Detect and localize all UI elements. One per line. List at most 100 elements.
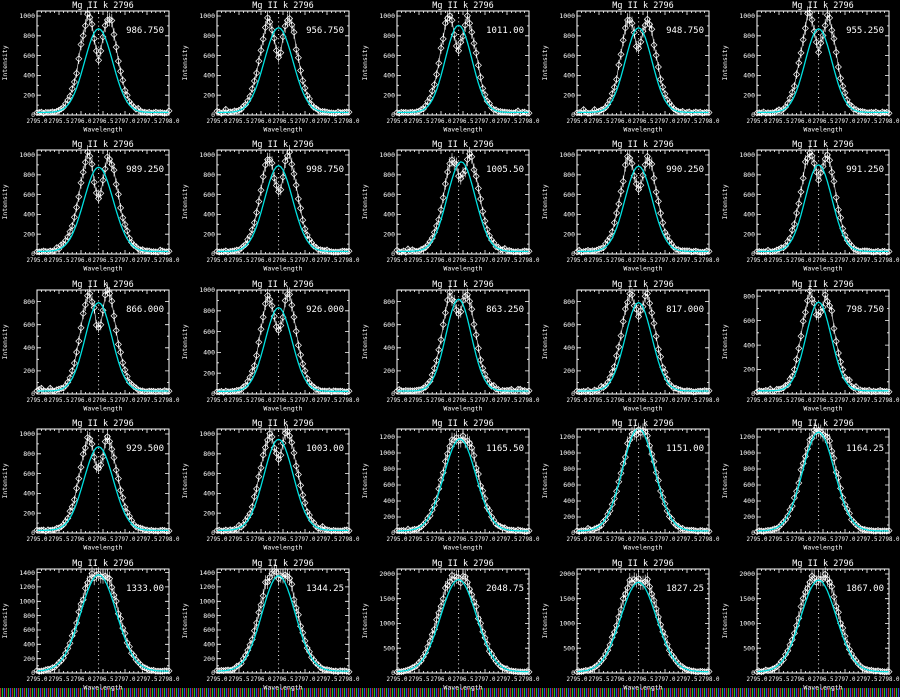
y-axis-label: Intensity	[721, 603, 729, 638]
x-tick-label: 2797.0	[655, 119, 676, 125]
x-tick-label: 2795.5	[409, 119, 430, 125]
y-tick-label: 1200	[739, 433, 755, 441]
y-tick-label: 1000	[199, 286, 215, 294]
y-tick-label: 200	[383, 513, 395, 521]
x-tick-label: 2797.0	[835, 537, 856, 543]
y-tick-label: 400	[563, 344, 575, 352]
x-tick-label: 2795.0	[27, 398, 48, 404]
y-tick-label: 600	[383, 321, 395, 329]
y-tick-label: 1000	[19, 597, 35, 605]
x-tick-label: 2797.0	[475, 398, 496, 404]
y-tick-label: 600	[203, 470, 215, 478]
x-tick-label: 2795.0	[747, 677, 768, 683]
y-tick-label: 400	[23, 344, 35, 352]
x-tick-label: 2796.0	[791, 677, 812, 683]
y-tick-label: 1000	[739, 620, 755, 628]
y-tick-label: 200	[563, 230, 575, 238]
x-tick-label: 2795.0	[387, 398, 408, 404]
panel-title: Mg II k 2796	[612, 559, 673, 569]
x-tick-label: 2796.5	[93, 258, 114, 264]
spectrum-panel: Mg II k 2796IntensityWavelength1003.0002…	[181, 419, 360, 552]
y-tick-label: 800	[23, 298, 35, 306]
fit-value-label: 1151.00	[666, 444, 704, 454]
x-tick-label: 2796.5	[93, 537, 114, 543]
y-axis-label: Intensity	[1, 463, 9, 498]
x-tick-label: 2797.5	[497, 119, 518, 125]
panel-title: Mg II k 2796	[432, 280, 493, 290]
y-tick-label: 1000	[379, 620, 395, 628]
x-tick-label: 2795.5	[409, 677, 430, 683]
x-tick-label: 2795.0	[387, 258, 408, 264]
x-tick-label: 2796.5	[453, 677, 474, 683]
fit-value-label: 926.000	[306, 305, 344, 315]
spectrum-panel: Mg II k 2796IntensityWavelength863.25002…	[361, 280, 540, 413]
y-tick-label: 600	[743, 191, 755, 199]
y-tick-label: 600	[383, 191, 395, 199]
x-tick-label: 2795.5	[229, 258, 250, 264]
x-tick-label: 2796.0	[251, 258, 272, 264]
gaussian-fit-curve	[37, 166, 169, 253]
panel-title: Mg II k 2796	[612, 1, 673, 11]
x-tick-label: 2796.0	[431, 677, 452, 683]
y-tick-label: 1000	[19, 12, 35, 20]
plot-box	[576, 10, 710, 116]
fit-value-label: 863.250	[486, 305, 524, 315]
x-axis-label: Wavelength	[623, 544, 662, 552]
fit-value-label: 1333.00	[126, 584, 164, 594]
x-tick-label: 2797.0	[115, 258, 136, 264]
x-axis-label: Wavelength	[623, 265, 662, 273]
color-table-strip	[0, 688, 900, 697]
y-tick-label: 400	[383, 497, 395, 505]
y-tick-label: 0	[31, 529, 35, 537]
x-tick-label: 2798.0	[339, 398, 360, 404]
y-tick-label: 600	[563, 191, 575, 199]
fit-value-label: 1867.00	[846, 584, 884, 594]
x-tick-label: 2796.5	[273, 398, 294, 404]
x-tick-label: 2797.5	[317, 258, 338, 264]
fit-value-label: 1011.00	[486, 26, 524, 36]
x-tick-label: 2797.0	[835, 258, 856, 264]
gaussian-fit-curve	[217, 574, 349, 672]
x-tick-label: 2796.5	[453, 537, 474, 543]
x-tick-label: 2795.0	[27, 119, 48, 125]
y-tick-label: 400	[383, 72, 395, 80]
diamond-markers	[573, 426, 713, 535]
spectrum-panel: Mg II k 2796IntensityWavelength1333.0002…	[1, 559, 180, 692]
x-axis-label: Wavelength	[263, 544, 302, 552]
x-tick-label: 2796.0	[71, 677, 92, 683]
x-tick-label: 2796.0	[71, 398, 92, 404]
y-tick-label: 1200	[199, 583, 215, 591]
x-tick-label: 2797.0	[295, 677, 316, 683]
error-bars	[396, 285, 530, 395]
x-tick-label: 2798.0	[339, 677, 360, 683]
x-tick-label: 2796.5	[453, 258, 474, 264]
spectrum-panel: Mg II k 2796 Intensity Wavelength 2048.75 0 5…	[361, 559, 540, 692]
y-tick-label: 2000	[559, 570, 575, 578]
x-tick-label: 2796.0	[791, 398, 812, 404]
gaussian-fit-curve	[37, 301, 169, 392]
x-axis-label: Wavelength	[263, 405, 302, 413]
x-tick-label: 2797.0	[655, 537, 676, 543]
y-axis-label: Intensity	[541, 603, 549, 638]
y-tick-label: 1000	[739, 151, 755, 159]
x-tick-label: 2795.5	[769, 258, 790, 264]
spectrum-panel: Mg II k 2796IntensityWavelength1005.5002…	[361, 140, 540, 273]
x-axis-label: Wavelength	[443, 544, 482, 552]
y-tick-label: 600	[743, 52, 755, 60]
y-tick-label: 1400	[199, 569, 215, 577]
x-tick-label: 2795.0	[27, 537, 48, 543]
x-tick-label: 2797.5	[137, 677, 158, 683]
y-axis-label: Intensity	[361, 463, 369, 498]
y-tick-label: 200	[383, 367, 395, 375]
panel-title: Mg II k 2796	[252, 140, 313, 150]
y-tick-label: 400	[23, 490, 35, 498]
y-axis-label: Intensity	[721, 324, 729, 359]
x-tick-label: 2796.0	[71, 258, 92, 264]
x-tick-label: 2797.0	[475, 119, 496, 125]
spectrum-panel: Mg II k 2796IntensityWavelength955.25002…	[721, 1, 900, 134]
x-axis-label: Wavelength	[803, 544, 842, 552]
plot-box	[36, 10, 170, 116]
spectrum-panel: Mg II k 2796IntensityWavelength926.00002…	[181, 280, 360, 413]
panel-title: Mg II k 2796	[792, 280, 853, 290]
y-tick-label: 600	[203, 626, 215, 634]
